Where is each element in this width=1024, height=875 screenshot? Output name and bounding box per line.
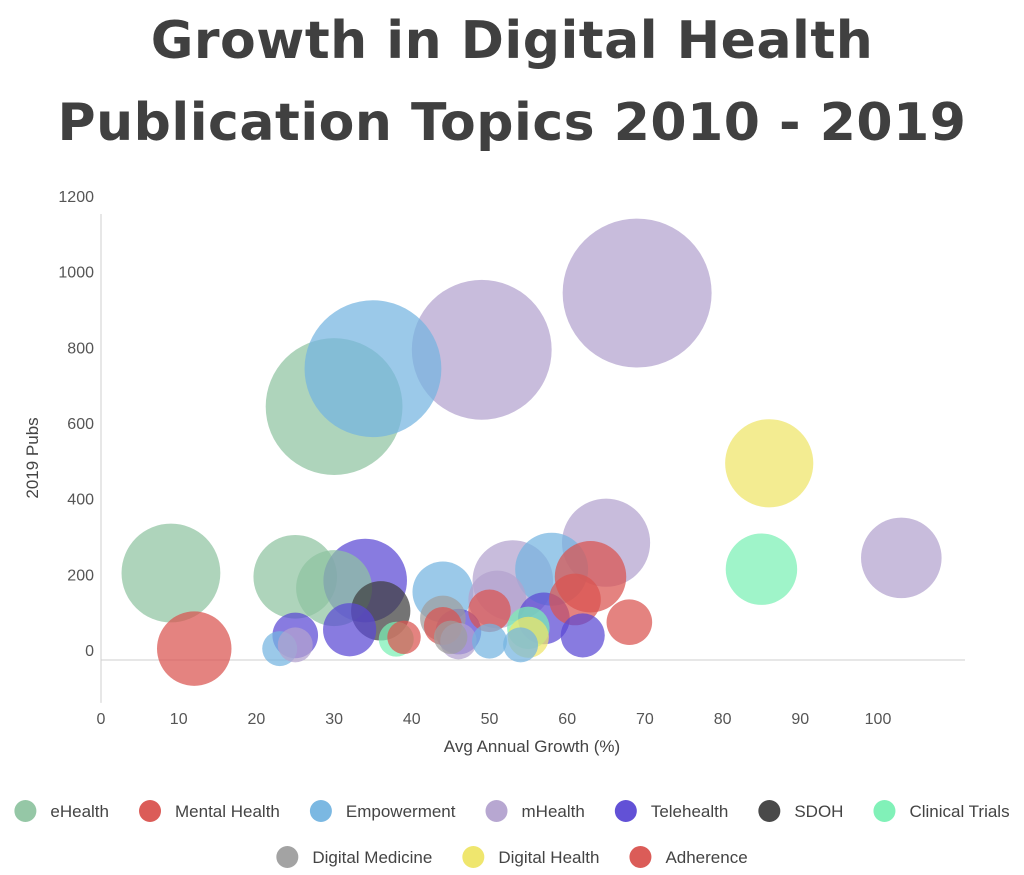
bubble-adherence bbox=[606, 599, 653, 645]
legend-label: Mental Health bbox=[175, 802, 280, 821]
bubble-telehealth bbox=[323, 603, 377, 657]
x-tick-label: 70 bbox=[636, 711, 654, 728]
legend-item-telehealth[interactable]: Telehealth bbox=[614, 800, 729, 822]
x-tick-label: 40 bbox=[403, 711, 421, 728]
x-tick-label: 10 bbox=[170, 711, 188, 728]
legend-label: Adherence bbox=[665, 848, 747, 867]
legend-label: Clinical Trials bbox=[909, 802, 1009, 821]
legend-swatch bbox=[139, 800, 162, 822]
y-tick-label: 400 bbox=[67, 492, 94, 509]
y-tick-label: 1200 bbox=[58, 189, 94, 206]
x-tick-label: 80 bbox=[714, 711, 732, 728]
bubble-mental-health bbox=[157, 611, 232, 686]
x-tick-label: 100 bbox=[865, 711, 892, 728]
bubble-digital-medicine bbox=[433, 620, 468, 655]
bubble-empowerment bbox=[503, 627, 539, 663]
legend-item-clinical-trials[interactable]: Clinical Trials bbox=[873, 800, 1010, 822]
y-axis-title: 2019 Pubs bbox=[23, 417, 42, 498]
legend-item-empowerment[interactable]: Empowerment bbox=[309, 800, 456, 822]
bubble-digital-health bbox=[725, 419, 814, 508]
legend-item-sdoh[interactable]: SDOH bbox=[758, 800, 843, 822]
y-tick-label: 800 bbox=[67, 340, 94, 357]
chart-legend: eHealth Mental Health Empowerment mHealth Te… bbox=[14, 800, 1010, 868]
bubble-mhealth bbox=[562, 218, 712, 368]
y-tick-label: 1000 bbox=[58, 265, 94, 282]
chart-axes: 0 200 400 600 800 1000 1200 0 10 20 30 40 50 60 70 80 90… bbox=[58, 189, 965, 728]
bubble-mental-health bbox=[387, 620, 421, 655]
x-tick-label: 90 bbox=[791, 711, 809, 728]
legend-item-digital-medicine[interactable]: Digital Medicine bbox=[276, 846, 432, 868]
legend-swatch bbox=[873, 800, 896, 822]
legend-item-mhealth[interactable]: mHealth bbox=[485, 800, 585, 822]
chart-title-line-1: Growth in Digital Health bbox=[150, 11, 874, 71]
chart-title-line-2: Publication Topics 2010 - 2019 bbox=[57, 93, 967, 153]
legend-label: Telehealth bbox=[651, 802, 729, 821]
chart-title: Growth in Digital Health Publication Top… bbox=[0, 0, 1024, 164]
legend-item-digital-health[interactable]: Digital Health bbox=[462, 846, 599, 868]
bubble-layer bbox=[121, 218, 942, 686]
bubble-telehealth bbox=[560, 613, 605, 658]
bubble-clinical-trials bbox=[725, 533, 798, 605]
legend-item-adherence[interactable]: Adherence bbox=[629, 846, 748, 868]
x-tick-label: 30 bbox=[325, 711, 343, 728]
legend-item-mental-health[interactable]: Mental Health bbox=[139, 800, 280, 822]
x-tick-label: 20 bbox=[248, 711, 266, 728]
legend-label: Empowerment bbox=[346, 802, 456, 821]
legend-item-ehealth[interactable]: eHealth bbox=[14, 800, 109, 822]
legend-swatch bbox=[485, 800, 508, 822]
bubble-mhealth bbox=[861, 517, 942, 599]
y-tick-label: 600 bbox=[67, 416, 94, 433]
legend-swatch bbox=[276, 846, 299, 868]
bubble-mhealth bbox=[277, 627, 313, 663]
bubble-mhealth bbox=[411, 279, 552, 420]
legend-swatch bbox=[462, 846, 485, 868]
x-tick-label: 50 bbox=[481, 711, 499, 728]
bubble-empowerment bbox=[304, 300, 442, 438]
legend-label: SDOH bbox=[794, 802, 843, 821]
bubble-ehealth bbox=[121, 523, 221, 623]
legend-label: Digital Medicine bbox=[312, 848, 432, 867]
x-tick-label: 0 bbox=[97, 711, 106, 728]
bubble-empowerment bbox=[472, 623, 507, 659]
legend-swatch bbox=[758, 800, 781, 822]
x-axis-title: Avg Annual Growth (%) bbox=[444, 737, 620, 756]
bubble-mental-health bbox=[468, 589, 511, 633]
x-tick-label: 60 bbox=[558, 711, 576, 728]
legend-label: eHealth bbox=[50, 802, 109, 821]
legend-swatch bbox=[614, 800, 637, 822]
y-tick-label: 200 bbox=[67, 567, 94, 584]
legend-swatch bbox=[14, 800, 37, 822]
y-tick-label: 0 bbox=[85, 643, 94, 660]
legend-swatch bbox=[629, 846, 652, 868]
legend-label: Digital Health bbox=[498, 848, 599, 867]
legend-swatch bbox=[309, 800, 332, 822]
bubble-adherence bbox=[549, 573, 601, 626]
legend-label: mHealth bbox=[522, 802, 585, 821]
